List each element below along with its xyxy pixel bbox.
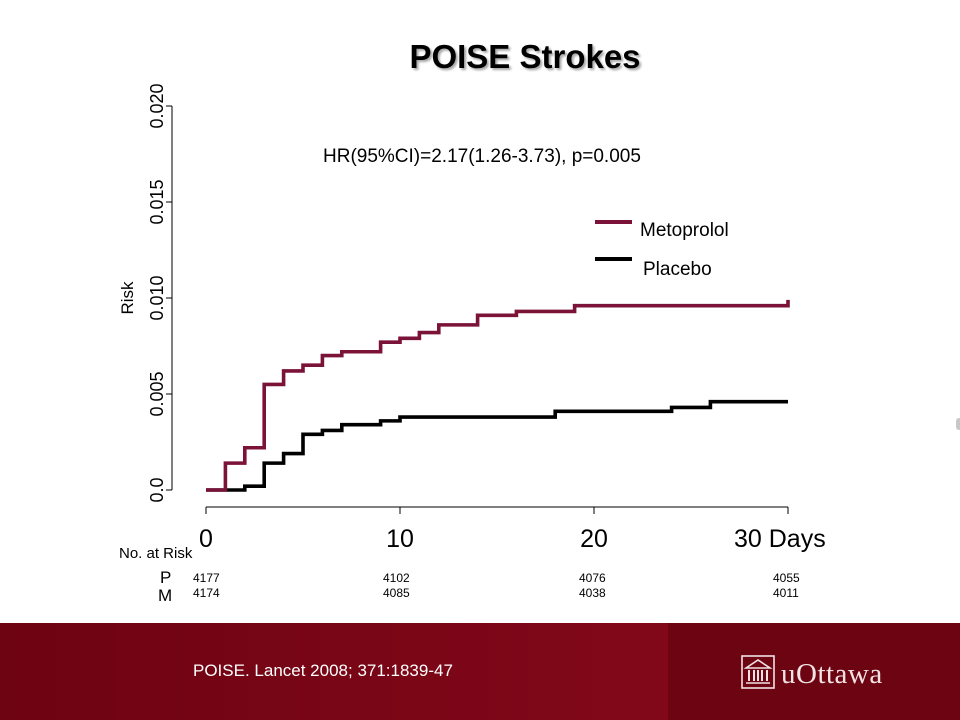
y-tick-label: 0.020 bbox=[147, 83, 167, 128]
legend-placebo-label: Placebo bbox=[643, 259, 712, 280]
risk-p-day30: 4055 bbox=[773, 571, 800, 585]
decorative-dot bbox=[956, 418, 960, 430]
university-building-icon bbox=[741, 655, 775, 694]
risk-m-day30: 4011 bbox=[773, 586, 799, 600]
footer-bar: POISE. Lancet 2008; 371:1839-47 uOttawa bbox=[0, 623, 960, 720]
y-tick-label: 0.015 bbox=[147, 179, 167, 224]
y-tick-label: 0.005 bbox=[147, 371, 167, 416]
y-axis-label: Risk bbox=[118, 281, 137, 315]
chart-axes: 0.0 0.005 0.010 0.015 0.020 Risk 0 10 20 30 Days bbox=[118, 83, 826, 553]
x-tick-label: 0 bbox=[199, 525, 213, 553]
x-tick-label: 30 Days bbox=[734, 525, 826, 553]
series-placebo-line bbox=[206, 399, 788, 492]
page-title: POISE Strokes bbox=[409, 38, 641, 75]
logo-wordmark: uOttawa bbox=[781, 658, 883, 690]
risk-m-day20: 4038 bbox=[579, 586, 606, 600]
y-tick-label: 0.010 bbox=[147, 275, 167, 320]
uottawa-logo[interactable]: uOttawa bbox=[741, 655, 883, 694]
citation-text: POISE. Lancet 2008; 371:1839-47 bbox=[193, 661, 453, 680]
risk-p-day10: 4102 bbox=[383, 571, 410, 585]
risk-p-day0: 4177 bbox=[193, 571, 220, 585]
risk-row-p-label: P bbox=[160, 568, 172, 587]
footer-logo-panel bbox=[668, 623, 960, 720]
y-tick-label: 0.0 bbox=[147, 477, 167, 502]
legend: Metoprolol Placebo bbox=[595, 220, 729, 280]
hazard-ratio-annotation: HR(95%CI)=2.17(1.26-3.73), p=0.005 bbox=[323, 146, 641, 167]
risk-m-day0: 4174 bbox=[193, 586, 220, 600]
risk-table-header: No. at Risk bbox=[119, 545, 193, 562]
risk-row-m-label: M bbox=[158, 586, 173, 605]
chart-series bbox=[206, 299, 790, 492]
legend-metoprolol-label: Metoprolol bbox=[640, 220, 729, 241]
risk-m-day10: 4085 bbox=[383, 586, 410, 600]
series-metoprolol-line bbox=[206, 299, 790, 492]
risk-p-day20: 4076 bbox=[579, 571, 606, 585]
x-tick-label: 20 bbox=[580, 525, 608, 553]
x-tick-label: 10 bbox=[386, 525, 414, 553]
